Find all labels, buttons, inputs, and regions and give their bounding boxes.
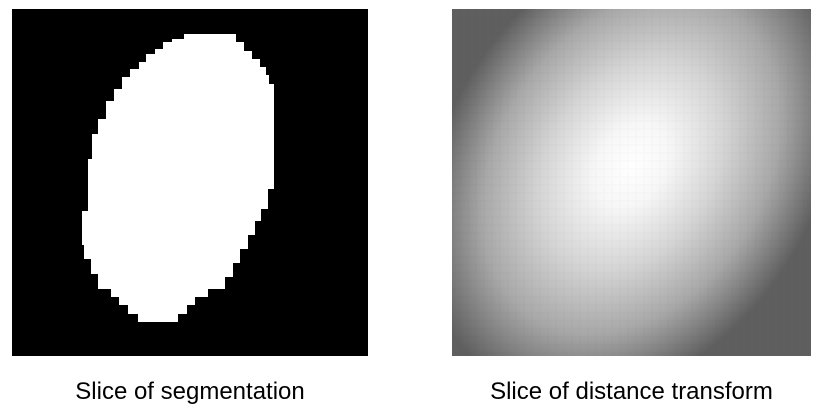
- distance-transform-slice-image: [452, 9, 811, 356]
- segmentation-slice-image: [12, 9, 368, 356]
- pixel-grid-overlay: [452, 9, 811, 356]
- segmentation-caption: Slice of segmentation: [75, 378, 305, 405]
- segmentation-blob: [82, 34, 274, 322]
- distance-transform-gradient: [452, 9, 811, 356]
- segmentation-mask: [12, 9, 368, 356]
- distance-transform-caption: Slice of distance transform: [490, 378, 773, 405]
